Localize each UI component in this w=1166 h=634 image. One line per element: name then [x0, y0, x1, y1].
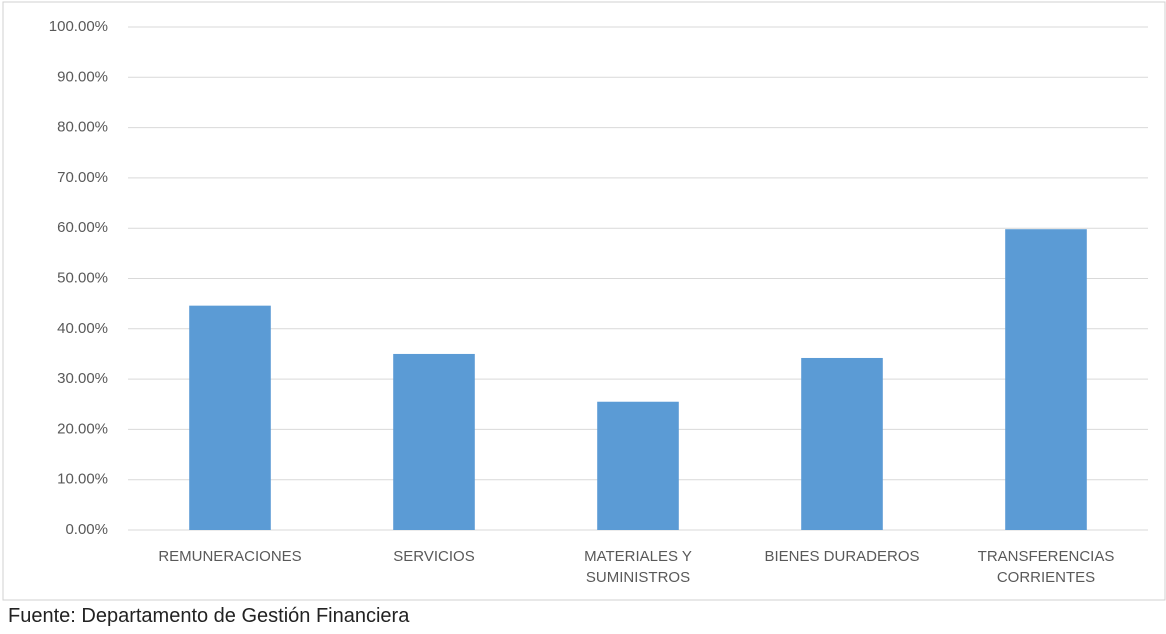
- bar: [597, 401, 679, 530]
- y-tick-label: 80.00%: [57, 119, 108, 136]
- x-tick-label: REMUNERACIONES: [158, 548, 302, 565]
- chart-border: [2, 1, 1166, 601]
- bar: [393, 353, 475, 530]
- y-tick-label: 30.00%: [57, 370, 108, 387]
- y-tick-label: 60.00%: [57, 219, 108, 236]
- y-tick-label: 40.00%: [57, 320, 108, 337]
- y-tick-label: 0.00%: [65, 521, 108, 538]
- bar: [1005, 229, 1087, 530]
- bar: [189, 305, 271, 530]
- x-tick-label: BIENES DURADEROS: [764, 548, 920, 565]
- y-tick-label: 70.00%: [57, 169, 108, 186]
- y-tick-label: 20.00%: [57, 420, 108, 437]
- y-tick-label: 10.00%: [57, 471, 108, 488]
- y-tick-label: 50.00%: [57, 269, 108, 286]
- y-tick-label: 100.00%: [49, 18, 108, 35]
- x-tick-label: SERVICIOS: [393, 548, 475, 565]
- y-tick-label: 90.00%: [57, 68, 108, 85]
- x-tick-label: MATERIALES Y SUMINISTROS: [584, 548, 692, 586]
- bar: [801, 357, 883, 530]
- x-tick-label: TRANSFERENCIAS CORRIENTES: [977, 548, 1115, 586]
- source-note: Fuente: Departamento de Gestión Financie…: [8, 605, 410, 627]
